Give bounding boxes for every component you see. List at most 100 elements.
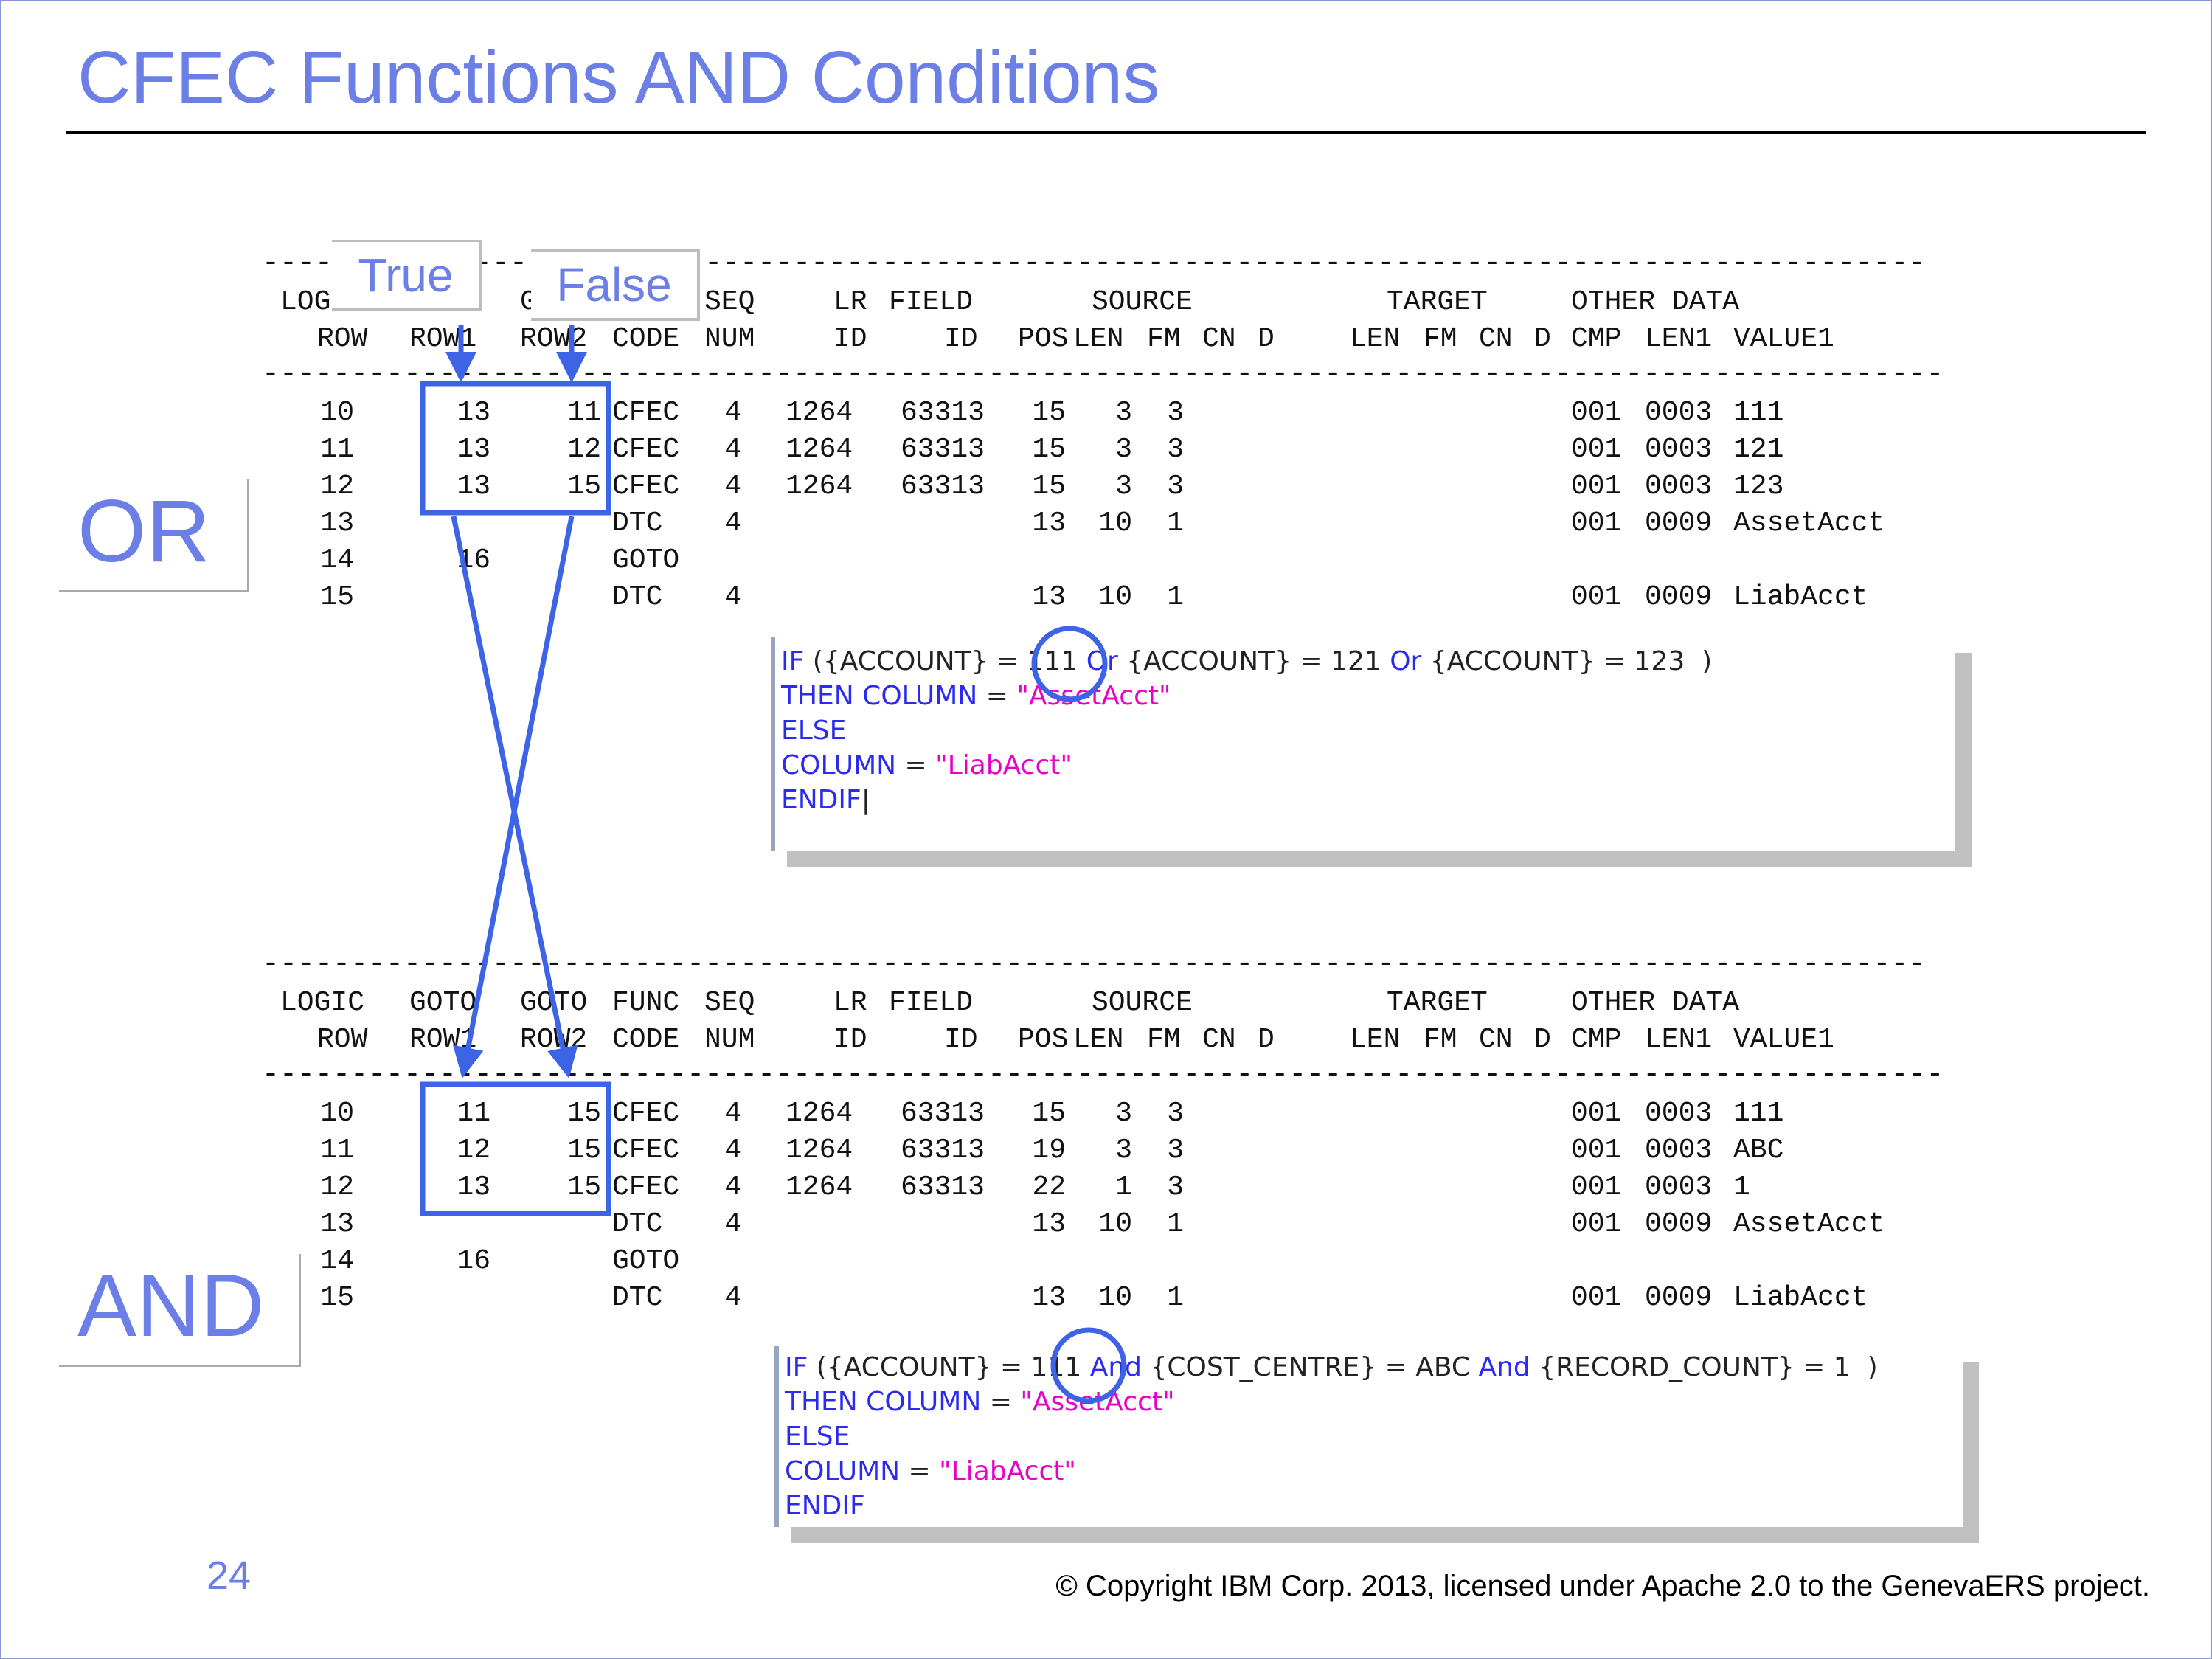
- cell-logic: 11: [320, 1135, 354, 1166]
- cell-func: DTC: [612, 508, 663, 539]
- and-code-line-5: ENDIF: [785, 1491, 865, 1521]
- cell-seq: 4: [724, 1208, 741, 1240]
- cell-pos: 13: [1032, 581, 1066, 613]
- cell-func: GOTO: [612, 1245, 680, 1277]
- hdr-lr: LR: [833, 987, 867, 1019]
- cell-fm: 3: [1167, 1098, 1184, 1129]
- true-callout: True: [332, 240, 482, 311]
- cell-goto1: 11: [457, 1098, 490, 1129]
- cell-field: 63313: [900, 1098, 985, 1129]
- cell-func: CFEC: [612, 397, 680, 429]
- cell-cmp: 001: [1571, 397, 1622, 429]
- cell-logic: 14: [320, 544, 354, 576]
- hdr-d: D: [1258, 1024, 1275, 1056]
- cell-func: CFEC: [612, 1135, 680, 1166]
- cell-lr: 1264: [786, 397, 853, 429]
- cell-cmp: 001: [1571, 471, 1622, 502]
- cell-value1: AssetAcct: [1733, 1208, 1885, 1240]
- cell-pos: 15: [1032, 471, 1066, 502]
- cell-func: CFEC: [612, 471, 680, 502]
- cell-lr: 1264: [786, 1098, 853, 1129]
- hdr-tlen: LEN: [1350, 323, 1401, 355]
- hdr-row: ROW: [317, 323, 368, 355]
- hdr-tfm: FM: [1424, 323, 1457, 355]
- hdr-row1: ROW1: [409, 323, 477, 355]
- cell-logic: 14: [320, 1245, 354, 1277]
- and-goto-highlight-box: [420, 1081, 611, 1216]
- hdr-source: SOURCE: [1092, 286, 1193, 318]
- and-code-box: IF ({ACCOUNT} = 111 And {COST_CENTRE} = …: [774, 1346, 1963, 1527]
- cell-fm: 1: [1167, 508, 1184, 539]
- cell-cmp: 001: [1571, 1098, 1622, 1129]
- hdr-fm: FM: [1147, 1024, 1181, 1056]
- cell-cmp: 001: [1571, 1282, 1622, 1314]
- cell-len: 3: [1115, 397, 1132, 429]
- hdr-cmp: CMP: [1571, 323, 1622, 355]
- cell-lr: 1264: [786, 471, 853, 502]
- cell-goto2: 11: [567, 397, 601, 429]
- or-code-line-3: ELSE: [781, 716, 847, 746]
- false-callout: False: [531, 249, 700, 321]
- hdr-lr: LR: [833, 286, 867, 318]
- cell-fm: 1: [1167, 581, 1184, 613]
- hdr-td: D: [1534, 1024, 1551, 1056]
- cell-logic: 15: [320, 581, 354, 613]
- cell-logic: 10: [320, 397, 354, 429]
- hdr-fid: ID: [944, 323, 978, 355]
- and-code-line-1: IF ({ACCOUNT} = 111 And {COST_CENTRE} = …: [785, 1352, 1878, 1382]
- cell-len1: 0003: [1645, 1135, 1713, 1166]
- hdr-d: D: [1258, 323, 1275, 355]
- cell-field: 63313: [900, 434, 985, 465]
- hdr-len: LEN: [1073, 1024, 1124, 1056]
- copyright-footer: © Copyright IBM Corp. 2013, licensed und…: [1055, 1570, 2150, 1602]
- cell-goto2: 15: [567, 471, 601, 502]
- cell-func: CFEC: [612, 1098, 680, 1129]
- cell-pos: 15: [1032, 434, 1066, 465]
- cell-fm: 3: [1167, 397, 1184, 429]
- cell-seq: 4: [724, 1282, 741, 1314]
- cell-len: 10: [1098, 508, 1132, 539]
- cell-len1: 0009: [1645, 1282, 1713, 1314]
- or-code-line-5: ENDIF|: [781, 785, 870, 815]
- cell-fm: 1: [1167, 1208, 1184, 1240]
- hdr-seq: SEQ: [704, 286, 755, 318]
- cell-len: 10: [1098, 581, 1132, 613]
- cell-cmp: 001: [1571, 1208, 1622, 1240]
- hdr-cn: CN: [1202, 323, 1236, 355]
- cell-seq: 4: [724, 508, 741, 539]
- cell-func: DTC: [612, 1208, 663, 1240]
- cell-value1: AssetAcct: [1733, 508, 1885, 539]
- cell-func: GOTO: [612, 544, 680, 576]
- hdr-num: NUM: [704, 323, 755, 355]
- cell-len1: 0003: [1645, 1171, 1713, 1203]
- cell-func: DTC: [612, 1282, 663, 1314]
- hdr-tcn: CN: [1479, 323, 1513, 355]
- hdr-pos: POS: [1018, 1024, 1069, 1056]
- cell-len1: 0003: [1645, 434, 1713, 465]
- cell-fm: 3: [1167, 1135, 1184, 1166]
- hdr-value1: VALUE1: [1733, 1024, 1834, 1056]
- cell-len: 10: [1098, 1208, 1132, 1240]
- cell-cmp: 001: [1571, 1135, 1622, 1166]
- hdr-tfm: FM: [1424, 1024, 1457, 1056]
- cell-goto1: 13: [457, 397, 490, 429]
- cell-goto1: 13: [457, 1171, 490, 1203]
- and-keyword-circle: [1050, 1327, 1127, 1404]
- hdr-cn: CN: [1202, 1024, 1236, 1056]
- cell-pos: 15: [1032, 397, 1066, 429]
- cell-fm: 3: [1167, 1171, 1184, 1203]
- hdr-pos: POS: [1018, 323, 1069, 355]
- cell-logic: 13: [320, 1208, 354, 1240]
- hdr-cmp: CMP: [1571, 1024, 1622, 1056]
- cell-field: 63313: [900, 471, 985, 502]
- cell-cmp: 001: [1571, 1171, 1622, 1203]
- hdr-field: FIELD: [889, 286, 974, 318]
- cell-field: 63313: [900, 1135, 985, 1166]
- or-keyword-circle: [1031, 626, 1108, 702]
- hdr-tlen: LEN: [1350, 1024, 1401, 1056]
- hdr-num: NUM: [704, 1024, 755, 1056]
- cell-seq: 4: [724, 1135, 741, 1166]
- cell-fm: 3: [1167, 434, 1184, 465]
- hdr-fid: ID: [944, 1024, 978, 1056]
